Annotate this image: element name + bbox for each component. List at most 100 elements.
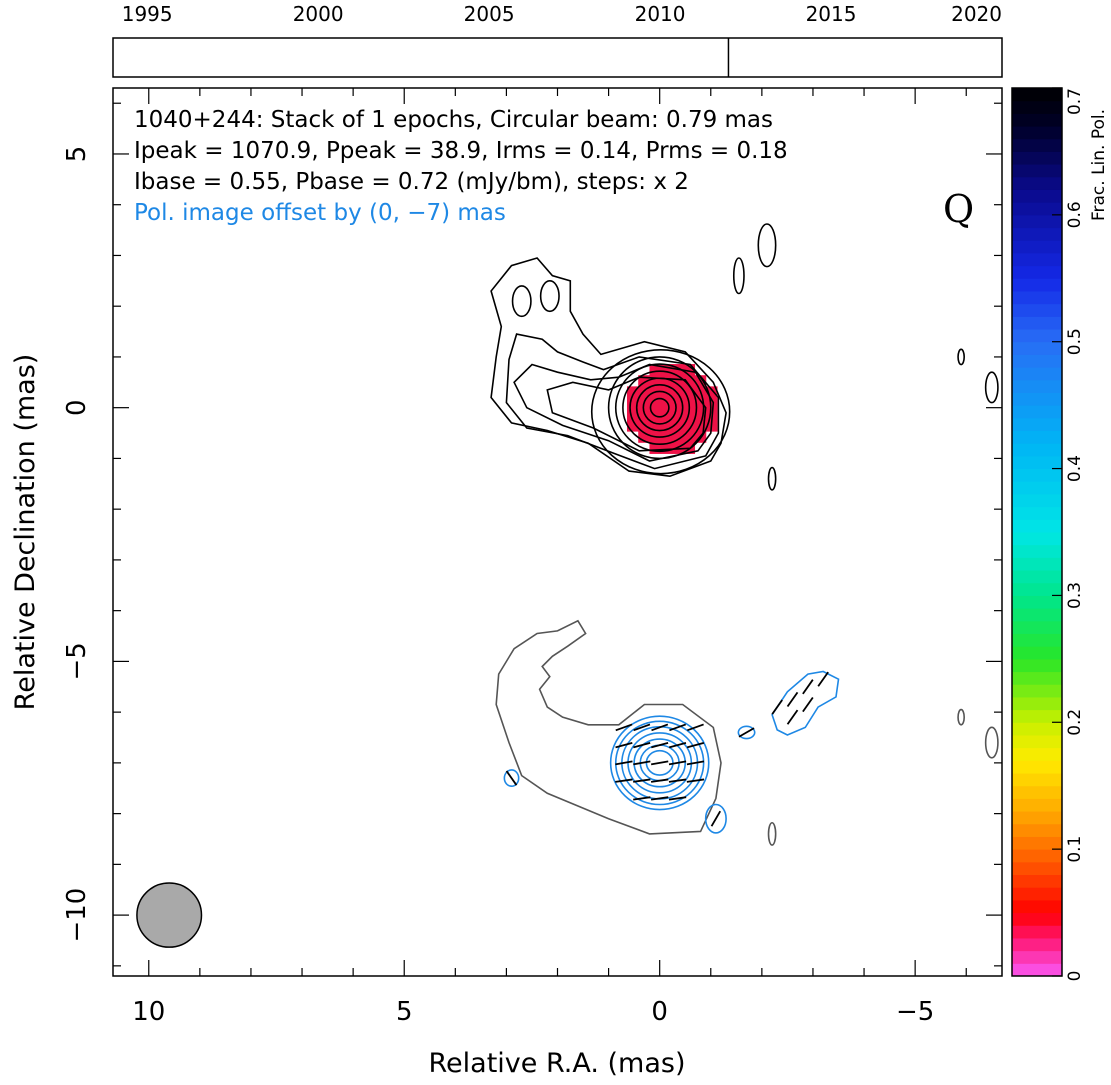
frac-pol-pixel: [683, 431, 696, 443]
colorbar-block: [1012, 760, 1062, 774]
pol-panel-intensity-contour: [984, 726, 999, 759]
colorbar-tick-label: 0.3: [1065, 582, 1085, 609]
frac-pol-pixel: [649, 419, 662, 432]
colorbar-block: [1012, 557, 1062, 571]
epoch-year-label: 2020: [951, 2, 1002, 26]
evpa-vector: [686, 723, 704, 732]
polarized-intensity-contour: [614, 720, 705, 806]
evpa-vector: [668, 742, 687, 749]
frac-pol-pixel: [660, 364, 673, 376]
colorbar-block: [1012, 570, 1062, 584]
colorbar-block: [1012, 823, 1062, 837]
frac-pol-pixel: [660, 397, 673, 410]
x-axis-title: Relative R.A. (mas): [429, 1048, 686, 1079]
colorbar-block: [1012, 290, 1062, 305]
colorbar-block: [1012, 696, 1062, 711]
frac-pol-pixel: [683, 419, 696, 432]
colorbar-tick-label: 0.7: [1065, 88, 1085, 115]
colorbar-block: [1012, 532, 1062, 546]
colorbar-block: [1012, 417, 1062, 432]
colorbar-block: [1012, 620, 1062, 634]
colorbar-block: [1012, 887, 1062, 901]
polarized-intensity-contour: [503, 769, 520, 788]
frac-pol-pixel: [649, 408, 662, 421]
y-tick-label: 0: [62, 399, 92, 416]
colorbar-block: [1012, 303, 1062, 317]
colorbar-block: [1012, 164, 1062, 178]
colorbar-block: [1012, 544, 1062, 558]
frac-pol-pixel: [638, 375, 651, 387]
polarized-intensity-contour: [609, 715, 710, 811]
colorbar-block: [1012, 646, 1062, 660]
epoch-strip-frame: [112, 37, 1003, 78]
evpa-vector: [669, 723, 687, 732]
stokes-i-contour: [614, 363, 705, 453]
frac-pol-pixel: [671, 431, 684, 443]
epoch-year-label: 2000: [293, 2, 344, 26]
colorbar-block: [1012, 227, 1062, 241]
colorbar-block: [1012, 950, 1062, 964]
colorbar-block: [1012, 773, 1062, 787]
stokes-i-contour: [622, 370, 698, 446]
stokes-i-contour: [642, 390, 677, 425]
frac-pol-pixel: [638, 431, 651, 443]
colorbar-tick-label: 0.2: [1065, 709, 1085, 736]
colorbar-block: [1012, 455, 1062, 470]
colorbar-block: [1012, 252, 1062, 267]
colorbar-block: [1012, 151, 1062, 165]
stokes-i-jet-contour: [505, 333, 720, 470]
frac-pol-pixel: [660, 419, 673, 432]
vlbi-map: 10 5 0 −5 5 0 −5 −10 1040+244: Stack of 1 epoch…: [10, 87, 1003, 1079]
evpa-vector: [817, 671, 829, 687]
colorbar-block: [1012, 214, 1062, 229]
evpa-vector: [802, 679, 814, 695]
colorbar-block: [1012, 240, 1062, 254]
info-line-3: Ibase = 0.55, Pbase = 0.72 (mJy/bm), ste…: [134, 169, 689, 195]
evpa-vector: [505, 770, 518, 786]
colorbar-block: [1012, 633, 1062, 647]
stokes-i-contour: [590, 349, 731, 475]
evpa-vector: [633, 796, 651, 801]
colorbar-block: [1012, 747, 1062, 761]
evpa-vector: [651, 742, 669, 749]
colorbar-block: [1012, 912, 1062, 926]
frac-pol-pixel: [671, 375, 684, 387]
colorbar-block: [1012, 392, 1062, 406]
colorbar-block: [1012, 468, 1062, 482]
colorbar-block: [1012, 138, 1062, 152]
frac-pol-pixel: [671, 419, 684, 432]
colorbar-tick-label: 0.4: [1065, 455, 1085, 482]
frac-pol-pixel: [649, 397, 662, 410]
colorbar-block: [1012, 316, 1062, 330]
evpa-vector: [738, 727, 755, 738]
colorbar-block: [1012, 671, 1062, 685]
epoch-year-label: 2010: [635, 2, 686, 26]
colorbar-block: [1012, 202, 1062, 216]
frac-pol-pixel: [626, 386, 639, 399]
colorbar-block: [1012, 278, 1062, 292]
colorbar-block: [1012, 493, 1062, 508]
stokes-i-contour: [957, 348, 965, 366]
stokes-i-contour: [757, 223, 777, 268]
colorbar-block: [1012, 176, 1062, 190]
evpa-vector: [686, 760, 705, 766]
colorbar-tick-label: 0.1: [1065, 836, 1085, 863]
x-tick-label: 0: [651, 997, 668, 1027]
colorbar-block: [1012, 937, 1062, 952]
frac-pol-pixel: [694, 397, 707, 410]
colorbar-block: [1012, 443, 1062, 457]
colorbar-block: [1012, 595, 1062, 609]
evpa-vector: [786, 709, 799, 725]
evpa-vector: [650, 778, 669, 783]
colorbar-block: [1012, 785, 1062, 799]
evpa-vector: [633, 760, 651, 766]
colorbar-frame: [1011, 87, 1063, 977]
y-tick-label: −10: [62, 888, 92, 943]
colorbar-block: [1012, 608, 1062, 622]
frac-pol-pixel: [705, 386, 718, 399]
stokes-i-contour: [649, 397, 670, 418]
frac-pol-pixel: [638, 419, 651, 432]
stokes-i-contour: [767, 466, 777, 491]
pol-offset-note: Pol. image offset by (0, −7) mas: [134, 200, 506, 226]
